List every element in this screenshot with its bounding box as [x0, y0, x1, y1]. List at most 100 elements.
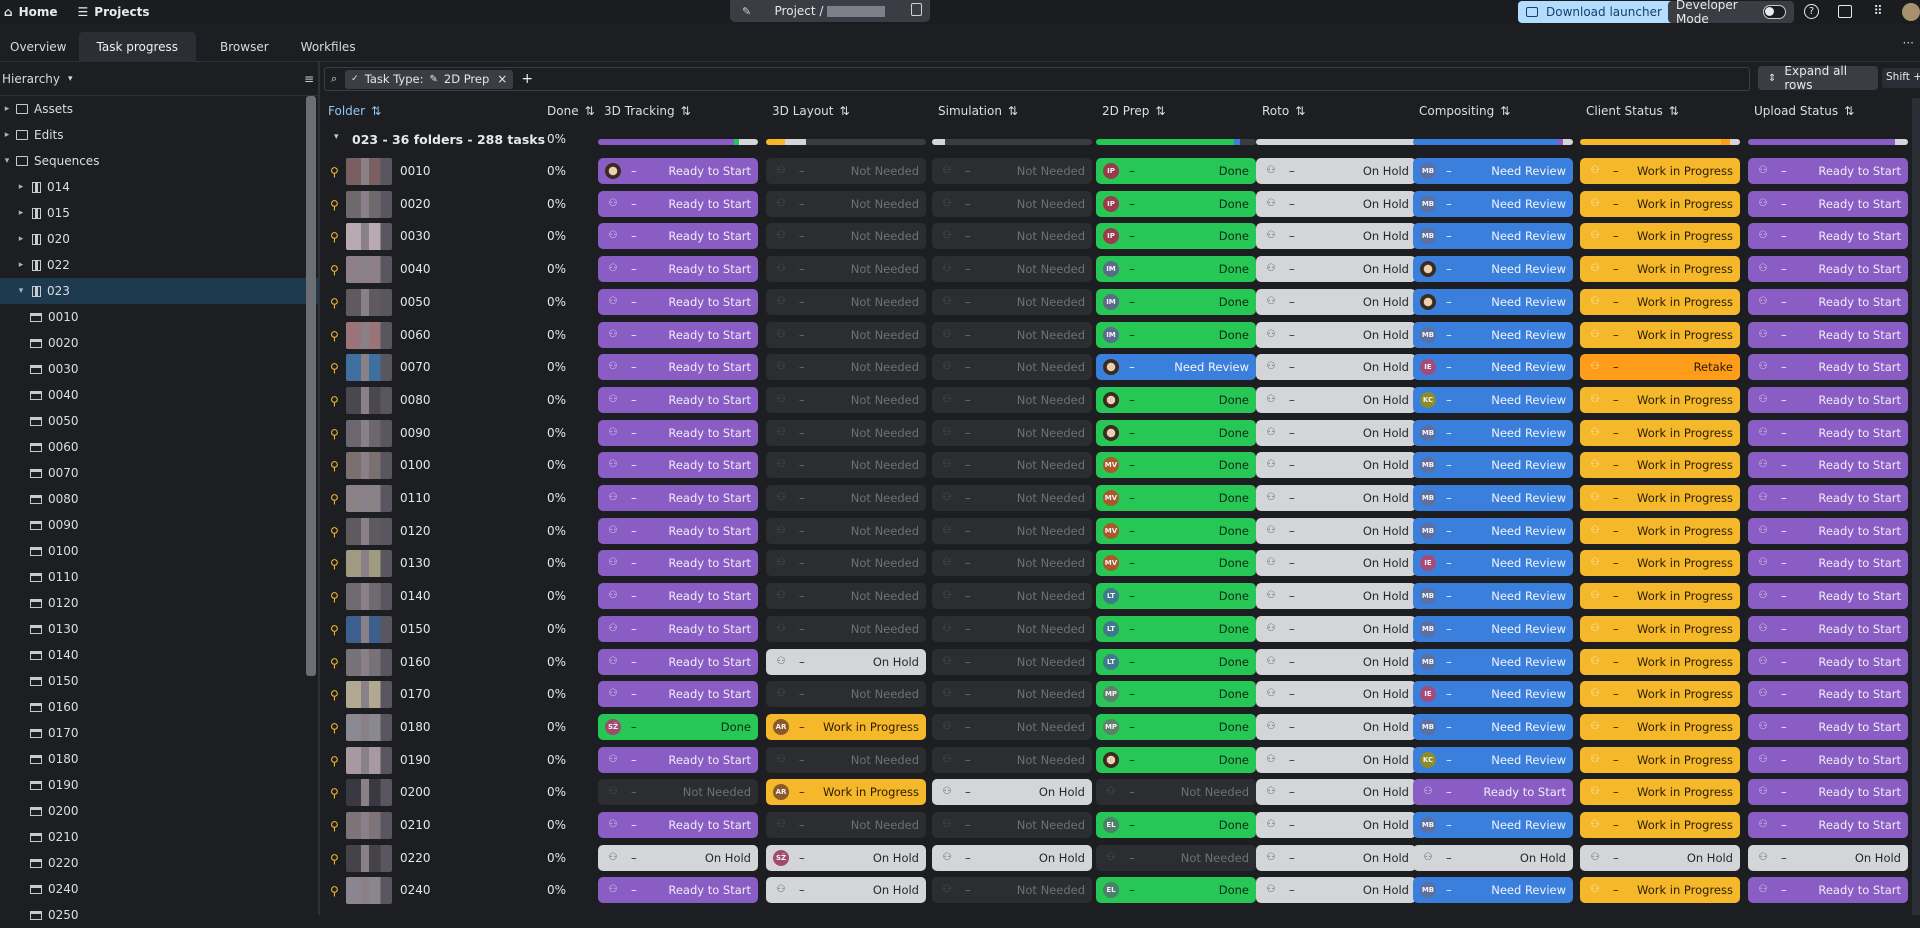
assignee-avatar[interactable]: MB: [1420, 326, 1436, 343]
add-assignee-icon[interactable]: ⚇: [608, 426, 618, 438]
status-cell[interactable]: ⚇ – Not Needed: [766, 550, 926, 577]
thumbnail[interactable]: [346, 877, 392, 905]
thumbnail[interactable]: [346, 681, 392, 709]
add-assignee-icon[interactable]: ⚇: [776, 557, 786, 569]
add-assignee-icon[interactable]: ⚇: [1590, 786, 1600, 798]
status-cell[interactable]: ⚇ – Ready to Start: [1748, 485, 1908, 511]
thumbnail[interactable]: [346, 812, 392, 839]
status-cell[interactable]: ⚇ – Not Needed: [766, 681, 926, 708]
status-cell[interactable]: IE – Need Review: [1413, 550, 1573, 577]
tree-item-023[interactable]: ▾ 023: [0, 278, 320, 304]
assignee-avatar[interactable]: [605, 163, 621, 179]
add-assignee-icon[interactable]: ⚇: [942, 524, 952, 536]
add-assignee-icon[interactable]: ⚇: [1590, 263, 1600, 275]
chevron-right-icon[interactable]: ▸: [4, 130, 10, 140]
status-cell[interactable]: MV – Done: [1096, 517, 1256, 544]
add-assignee-icon[interactable]: ⚇: [776, 459, 786, 471]
add-assignee-icon[interactable]: ⚇: [776, 263, 786, 275]
sort-icon[interactable]: ⇅: [680, 104, 691, 118]
add-assignee-icon[interactable]: ⚇: [1758, 165, 1768, 176]
status-cell[interactable]: ⚇ – Not Needed: [932, 288, 1092, 315]
thumbnail[interactable]: [346, 256, 392, 284]
thumbnail[interactable]: [346, 844, 392, 872]
status-cell[interactable]: ⚇ – Not Needed: [932, 681, 1092, 708]
thumbnail[interactable]: [346, 713, 392, 741]
add-assignee-icon[interactable]: ⚇: [608, 622, 618, 634]
status-cell[interactable]: ⚇ – Work in Progress: [1580, 158, 1740, 184]
status-cell[interactable]: MB – Need Review: [1413, 713, 1573, 740]
status-cell[interactable]: ⚇ – Not Needed: [932, 321, 1092, 348]
status-cell[interactable]: ⚇ – Work in Progress: [1580, 386, 1740, 413]
status-cell[interactable]: MB – Need Review: [1413, 648, 1573, 675]
add-assignee-icon[interactable]: ⚇: [942, 753, 952, 765]
assignee-avatar[interactable]: [1103, 359, 1119, 376]
add-assignee-icon[interactable]: ⚇: [1590, 459, 1600, 471]
status-cell[interactable]: – Need Review: [1413, 256, 1573, 283]
column-header-client-status[interactable]: Client Status ⇅: [1586, 98, 1679, 124]
status-cell[interactable]: ⚇ – Not Needed: [766, 321, 926, 348]
tree-item-sequences[interactable]: ▾ Sequences: [0, 148, 320, 174]
status-cell[interactable]: ⚇ – Ready to Start: [1748, 583, 1908, 610]
status-cell[interactable]: ⚇ – Not Needed: [598, 779, 758, 806]
filter-bar[interactable]: ⌕ ✓ Task Type: ✎ 2D Prep × +: [324, 67, 1750, 91]
status-cell[interactable]: ⚇ – On Hold: [1256, 648, 1416, 675]
add-assignee-icon[interactable]: ⚇: [1758, 590, 1768, 602]
add-assignee-icon[interactable]: ⚇: [1590, 851, 1600, 863]
chevron-right-icon[interactable]: ▸: [18, 260, 24, 270]
projects-link[interactable]: ☰ Projects: [70, 0, 158, 24]
thumbnail[interactable]: [346, 419, 392, 447]
status-cell[interactable]: ⚇ – Ready to Start: [1748, 615, 1908, 642]
assignee-avatar[interactable]: MB: [1420, 195, 1436, 212]
table-row[interactable]: ⚲ 0040 0% ⚇ – Ready to Start ⚇ – Not Needed ⚇ – Not…: [324, 253, 1920, 286]
status-cell[interactable]: ⚇ – Ready to Start: [598, 321, 758, 348]
add-assignee-icon[interactable]: ⚇: [942, 295, 952, 307]
assignee-avatar[interactable]: IP: [1103, 195, 1119, 212]
status-cell[interactable]: MB – Need Review: [1413, 615, 1573, 642]
add-assignee-icon[interactable]: ⚇: [1590, 655, 1600, 667]
tab-browser[interactable]: Browser: [220, 40, 269, 54]
status-cell[interactable]: ⚇ – Ready to Start: [598, 354, 758, 381]
assignee-avatar[interactable]: MB: [1420, 490, 1436, 506]
status-cell[interactable]: ⚇ – Work in Progress: [1580, 648, 1740, 675]
status-cell[interactable]: KC – Need Review: [1413, 746, 1573, 773]
status-cell[interactable]: ⚇ – Not Needed: [932, 354, 1092, 381]
status-cell[interactable]: LT – Done: [1096, 583, 1256, 610]
add-assignee-icon[interactable]: ⚇: [1590, 393, 1600, 405]
column-header-3d-tracking[interactable]: 3D Tracking ⇅: [604, 98, 691, 124]
tree-item-0210[interactable]: 0210: [0, 824, 320, 850]
status-cell[interactable]: ⚇ – On Hold: [1256, 223, 1416, 250]
assignee-avatar[interactable]: LT: [1103, 653, 1119, 670]
assignee-avatar[interactable]: SŽ: [773, 849, 789, 866]
status-cell[interactable]: ⚇ – Work in Progress: [1580, 583, 1740, 610]
add-assignee-icon[interactable]: ⚇: [1758, 295, 1768, 307]
table-row[interactable]: ⚲ 0180 0% SŽ – Done AR – Work in Progress ⚇ – Not N…: [324, 711, 1920, 744]
add-assignee-icon[interactable]: ⚇: [942, 230, 952, 242]
status-cell[interactable]: MB – Need Review: [1413, 158, 1573, 184]
status-cell[interactable]: ⚇ – Work in Progress: [1580, 321, 1740, 348]
status-cell[interactable]: ⚇ – Not Needed: [766, 517, 926, 544]
assignee-avatar[interactable]: MB: [1420, 620, 1436, 637]
status-cell[interactable]: ⚇ – Not Needed: [932, 190, 1092, 217]
add-assignee-icon[interactable]: ⚇: [1590, 884, 1600, 896]
tree-item-edits[interactable]: ▸ Edits: [0, 122, 320, 148]
tree-item-0150[interactable]: 0150: [0, 668, 320, 694]
add-assignee-icon[interactable]: ⚇: [776, 753, 786, 765]
tab-task-progress[interactable]: Task progress: [78, 32, 197, 62]
add-assignee-icon[interactable]: ⚇: [608, 295, 618, 307]
add-assignee-icon[interactable]: ⚇: [776, 492, 786, 503]
add-assignee-icon[interactable]: ⚇: [1266, 590, 1276, 602]
add-assignee-icon[interactable]: ⚇: [1758, 328, 1768, 340]
add-assignee-icon[interactable]: ⚇: [608, 263, 618, 275]
status-cell[interactable]: MB – Need Review: [1413, 583, 1573, 610]
add-assignee-icon[interactable]: ⚇: [942, 720, 952, 732]
thumbnail[interactable]: [346, 517, 392, 545]
toggle-switch[interactable]: [1762, 5, 1786, 19]
add-assignee-icon[interactable]: ⚇: [1266, 851, 1276, 863]
status-cell[interactable]: ⚇ – Work in Progress: [1580, 190, 1740, 217]
add-assignee-icon[interactable]: ⚇: [1590, 492, 1600, 503]
assignee-avatar[interactable]: MB: [1420, 163, 1436, 179]
assignee-avatar[interactable]: EL: [1103, 882, 1119, 899]
sort-icon[interactable]: ⇅: [371, 104, 382, 118]
add-assignee-icon[interactable]: ⚇: [608, 230, 618, 242]
status-cell[interactable]: ⚇ – Ready to Start: [1748, 223, 1908, 250]
